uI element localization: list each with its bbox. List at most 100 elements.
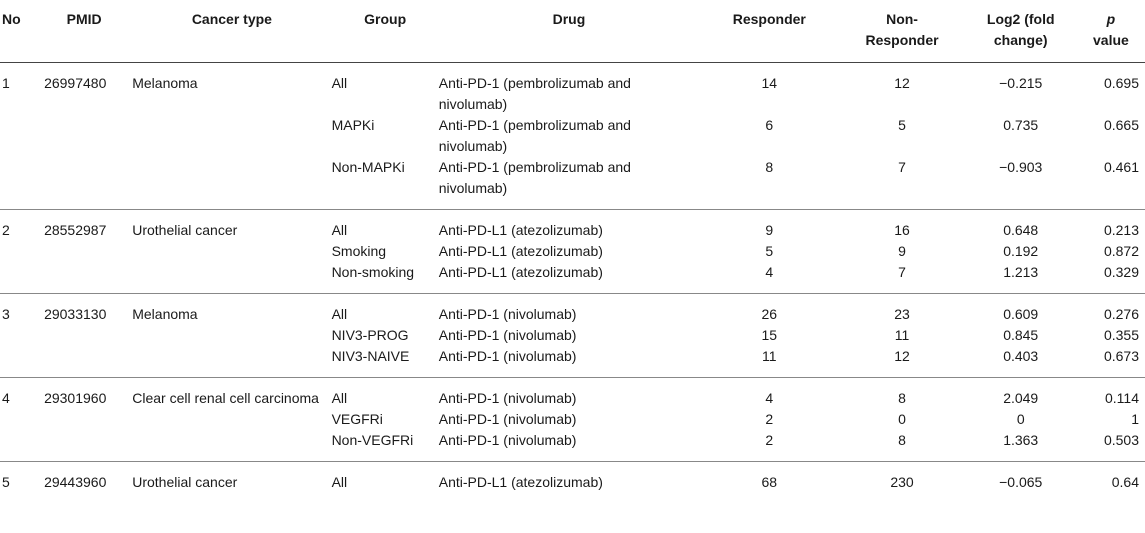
- table-row: 5 29443960 Urothelial cancer All Anti-PD-L1 …: [0, 461, 1145, 503]
- cell-pmid: 29033130: [44, 305, 107, 322]
- cell-pmid: [36, 115, 132, 157]
- cell-drug: Anti-PD-1 (nivolumab): [438, 326, 577, 343]
- cell-log2: 0.403: [1003, 347, 1039, 364]
- cell-pmid: 26997480: [44, 74, 107, 91]
- cell-no: 2: [2, 221, 10, 238]
- cell-no: 3: [2, 305, 10, 322]
- table-row: 2 28552987 Urothelial cancer All Anti-PD-L1 …: [0, 209, 1145, 241]
- table-row: NIV3-NAIVE Anti-PD-1 (nivolumab) 11 12 0.403…: [0, 346, 1145, 378]
- cell-p-value: 0.665: [1103, 116, 1139, 133]
- cell-no: 5: [2, 473, 10, 490]
- header-cancer-type: Cancer type: [132, 0, 332, 63]
- cell-responder: 6: [765, 116, 774, 133]
- header-p-value: p value: [1076, 0, 1145, 63]
- cell-pmid: 28552987: [44, 221, 107, 238]
- header-non-responder-line1: Non-: [886, 11, 918, 27]
- cell-p-value: 0.461: [1103, 158, 1139, 175]
- cell-responder: 14: [761, 74, 778, 91]
- header-log2-line1: Log2 (fold: [986, 11, 1055, 27]
- table-row: 4 29301960 Clear cell renal cell carcinoma…: [0, 377, 1145, 409]
- cell-group: Smoking: [331, 242, 387, 259]
- header-no: No: [0, 0, 37, 63]
- cell-group: MAPKi: [331, 116, 375, 133]
- header-pmid: PMID: [36, 0, 133, 63]
- cell-pmid: [36, 430, 132, 462]
- cell-no: [0, 241, 36, 262]
- cell-p-value: 0.213: [1103, 221, 1139, 238]
- cell-group: All: [331, 389, 348, 406]
- cell-log2: −0.215: [999, 74, 1043, 91]
- cell-p-value: 0.64: [1111, 473, 1139, 490]
- cell-cancer-type: Urothelial cancer: [132, 473, 238, 490]
- header-log2-line2: change): [993, 32, 1048, 48]
- cell-drug: Anti-PD-1 (nivolumab): [438, 410, 577, 427]
- cell-non-responder: 5: [898, 116, 906, 133]
- cell-no: 4: [2, 389, 10, 406]
- cell-drug: Anti-PD-1 (pembrolizumab and nivolumab): [438, 158, 631, 196]
- cell-non-responder: 230: [890, 473, 914, 490]
- cell-log2: 0.192: [1003, 242, 1039, 259]
- cell-p-value: 0.872: [1103, 242, 1139, 259]
- cell-no: [0, 157, 36, 210]
- header-row: No PMID Cancer type Group Drug Responder…: [0, 0, 1145, 63]
- cell-drug: Anti-PD-1 (nivolumab): [438, 389, 577, 406]
- cell-non-responder: 11: [894, 326, 910, 343]
- cell-log2: 2.049: [1003, 389, 1039, 406]
- table-row: Smoking Anti-PD-L1 (atezolizumab) 5 9 0.192 0…: [0, 241, 1145, 262]
- table-row: VEGFRi Anti-PD-1 (nivolumab) 2 0 0 1: [0, 409, 1145, 430]
- cell-log2: 0: [1016, 410, 1025, 427]
- cell-non-responder: 7: [898, 263, 906, 280]
- cell-log2: 1.213: [1003, 263, 1039, 280]
- table-row: Non-VEGFRi Anti-PD-1 (nivolumab) 2 8 1.363 0.…: [0, 430, 1145, 462]
- cell-cancer-type: [132, 115, 331, 157]
- cell-drug: Anti-PD-1 (nivolumab): [438, 431, 577, 448]
- table-row: MAPKi Anti-PD-1 (pembrolizumab and nivolu…: [0, 115, 1145, 157]
- cell-p-value: 1: [1131, 410, 1139, 427]
- cell-pmid: [36, 262, 132, 294]
- cell-p-value: 0.355: [1103, 326, 1139, 343]
- cell-non-responder: 7: [898, 158, 906, 175]
- cell-no: [0, 262, 36, 294]
- study-group: 3 29033130 Melanoma All Anti-PD-1 (nivolumab…: [0, 293, 1145, 377]
- cell-responder: 2: [765, 410, 774, 427]
- cell-drug: Anti-PD-L1 (atezolizumab): [438, 221, 603, 238]
- cell-non-responder: 9: [898, 242, 906, 259]
- cell-cancer-type: [132, 430, 331, 462]
- cell-group: NIV3-NAIVE: [331, 347, 410, 364]
- cell-responder: 5: [765, 242, 774, 259]
- cell-non-responder: 12: [894, 347, 910, 364]
- cell-drug: Anti-PD-1 (pembrolizumab and nivolumab): [438, 116, 631, 154]
- cell-cancer-type: Melanoma: [132, 74, 198, 91]
- header-drug: Drug: [438, 0, 700, 63]
- cell-cancer-type: [132, 325, 331, 346]
- cell-responder: 11: [762, 347, 777, 364]
- results-table: No PMID Cancer type Group Drug Responder…: [0, 0, 1145, 503]
- cell-log2: 1.363: [1003, 431, 1039, 448]
- cell-non-responder: 0: [898, 410, 906, 427]
- cell-p-value: 0.114: [1105, 389, 1139, 406]
- table-header: No PMID Cancer type Group Drug Responder…: [0, 0, 1145, 63]
- study-group: 4 29301960 Clear cell renal cell carcinoma…: [0, 377, 1145, 461]
- cell-p-value: 0.695: [1103, 74, 1139, 91]
- cell-log2: 0.648: [1003, 221, 1039, 238]
- cell-p-value: 0.673: [1103, 347, 1139, 364]
- table-row: 3 29033130 Melanoma All Anti-PD-1 (nivolumab…: [0, 293, 1145, 325]
- cell-cancer-type: Melanoma: [132, 305, 198, 322]
- cell-non-responder: 12: [894, 74, 910, 91]
- cell-group: All: [331, 74, 348, 91]
- cell-p-value: 0.276: [1103, 305, 1139, 322]
- cell-non-responder: 8: [898, 389, 906, 406]
- cell-drug: Anti-PD-1 (nivolumab): [438, 305, 577, 322]
- cell-non-responder: 16: [894, 221, 910, 238]
- cell-responder: 2: [765, 431, 774, 448]
- cell-cancer-type: Clear cell renal cell carcinoma: [132, 389, 319, 406]
- cell-group: Non-smoking: [331, 263, 415, 280]
- cell-cancer-type: [132, 409, 331, 430]
- cell-non-responder: 8: [898, 431, 906, 448]
- cell-no: [0, 115, 36, 157]
- header-p-line2: value: [1093, 32, 1129, 48]
- cell-group: All: [331, 221, 348, 238]
- cell-log2: 0.845: [1003, 326, 1039, 343]
- cell-responder: 9: [765, 221, 774, 238]
- cell-pmid: [36, 325, 132, 346]
